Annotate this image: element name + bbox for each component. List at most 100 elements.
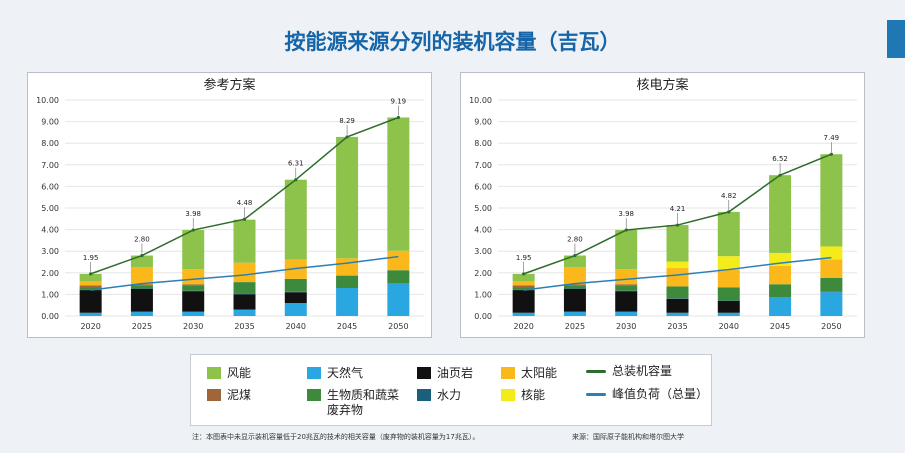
- legend-label: 总装机容量: [612, 364, 673, 378]
- legend-label: 风能: [227, 366, 252, 380]
- bar-segment-gas: [769, 297, 792, 316]
- bar-segment-gas: [666, 312, 689, 316]
- total-data-label: 6.52: [772, 155, 788, 163]
- bar-segment-wind: [512, 273, 535, 282]
- bar-segment-peat: [563, 284, 586, 286]
- y-tick-label: 6.00: [474, 182, 492, 191]
- total-data-label: 3.98: [185, 210, 201, 218]
- bar-segment-wind: [79, 273, 102, 282]
- bar-segment-peat: [79, 285, 102, 288]
- bar-segment-nuclear: [717, 256, 740, 270]
- total-data-label: 1.95: [83, 254, 99, 262]
- legend-solar: 太阳能: [501, 366, 557, 381]
- y-tick-label: 7.00: [41, 161, 59, 170]
- legend-label: 峰值负荷（总量）: [612, 387, 709, 401]
- total-point: [242, 217, 247, 221]
- bar-segment-wind: [615, 230, 638, 270]
- bar-segment-biomass: [717, 287, 740, 301]
- y-tick-label: 5.00: [474, 204, 492, 213]
- x-tick-label: 2050: [821, 322, 841, 331]
- y-tick-label: 0.00: [41, 312, 59, 321]
- x-tick-label: 2045: [337, 322, 357, 331]
- total-point: [294, 178, 298, 182]
- line-swatch-total: [586, 364, 606, 378]
- y-tick-label: 0.00: [474, 312, 492, 321]
- y-tick-label: 10.00: [36, 96, 59, 105]
- swatch-gas: [307, 367, 321, 379]
- total-data-label: 4.48: [237, 199, 253, 207]
- y-tick-label: 9.00: [474, 118, 492, 127]
- total-data-label: 6.31: [288, 160, 304, 168]
- chart-title: 核电方案: [636, 77, 688, 93]
- total-data-label: 4.82: [721, 192, 737, 200]
- bar-segment-wind: [820, 154, 843, 247]
- total-point: [829, 152, 833, 156]
- total-point: [396, 115, 400, 120]
- legend-label: 水力: [437, 388, 462, 402]
- total-point: [573, 253, 577, 258]
- bar-segment-gas: [79, 312, 102, 316]
- bar-segment-oilshale: [666, 298, 689, 313]
- bar-segment-solar: [512, 281, 535, 286]
- bar-segment-oilshale: [233, 294, 256, 310]
- x-tick-label: 2050: [388, 322, 408, 331]
- y-tick-label: 1.00: [41, 290, 59, 299]
- total-point: [140, 253, 144, 258]
- x-tick-label: 2045: [770, 322, 790, 331]
- total-data-label: 7.49: [824, 134, 840, 142]
- y-tick-label: 3.00: [474, 247, 492, 256]
- legend-label: 天然气: [327, 366, 364, 380]
- total-data-label: 3.98: [618, 210, 634, 218]
- y-tick-label: 8.00: [41, 139, 59, 148]
- bar-segment-biomass: [284, 278, 307, 292]
- bar-segment-wind: [284, 179, 307, 260]
- x-tick-label: 2030: [616, 322, 636, 331]
- bar-segment-wind: [563, 255, 586, 267]
- bar-segment-solar: [769, 265, 792, 285]
- swatch-hydro: [417, 389, 431, 401]
- bar-segment-solar: [563, 266, 586, 285]
- bar-segment-biomass: [512, 287, 535, 290]
- x-tick-label: 2020: [513, 322, 533, 331]
- total-point: [191, 228, 195, 232]
- total-point: [778, 173, 782, 177]
- total-point: [522, 272, 526, 276]
- chart-nuclear-scenario: 核电方案 0.00 1.00 2.00 3.00 4.00 5.00 6.00 7.00 8.00…: [460, 72, 865, 338]
- total-data-label: 8.29: [339, 117, 355, 125]
- x-tick-label: 2025: [565, 322, 585, 331]
- swatch-oilshale: [417, 367, 431, 379]
- total-data-label: 2.80: [134, 236, 150, 244]
- bar-segment-peat: [130, 284, 153, 286]
- bar-segment-wind: [130, 255, 153, 267]
- x-tick-label: 2040: [719, 322, 739, 331]
- bar-segment-biomass: [666, 286, 689, 299]
- total-data-label: 2.80: [567, 236, 583, 244]
- chart-title: 参考方案: [203, 77, 255, 93]
- total-point: [675, 223, 680, 227]
- bar-segment-wind: [387, 117, 410, 251]
- bar-segment-solar: [182, 269, 205, 285]
- legend-label: 生物质和蔬菜废弃物: [327, 388, 400, 417]
- bar-segment-gas: [820, 292, 843, 316]
- legend-total: 总装机容量: [586, 364, 672, 379]
- total-point: [624, 228, 628, 232]
- bar-segment-biomass: [769, 284, 792, 298]
- corner-tab: [887, 20, 905, 58]
- total-point: [345, 135, 349, 139]
- bar-segment-gas: [233, 309, 256, 316]
- bar-segment-gas: [717, 312, 740, 316]
- y-tick-label: 7.00: [474, 161, 492, 170]
- legend-label: 核能: [521, 388, 546, 402]
- bar-segment-biomass: [130, 285, 153, 289]
- bar-segment-oilshale: [284, 292, 307, 304]
- total-data-label: 9.19: [391, 97, 407, 105]
- line-swatch-peak: [586, 387, 606, 401]
- y-tick-label: 9.00: [41, 118, 59, 127]
- bar-segment-nuclear: [820, 246, 843, 260]
- bar-segment-solar: [336, 258, 359, 276]
- total-point: [89, 272, 93, 276]
- y-tick-label: 2.00: [41, 269, 59, 278]
- y-tick-label: 5.00: [41, 204, 59, 213]
- x-tick-label: 2025: [132, 322, 152, 331]
- bar-segment-oilshale: [563, 289, 586, 312]
